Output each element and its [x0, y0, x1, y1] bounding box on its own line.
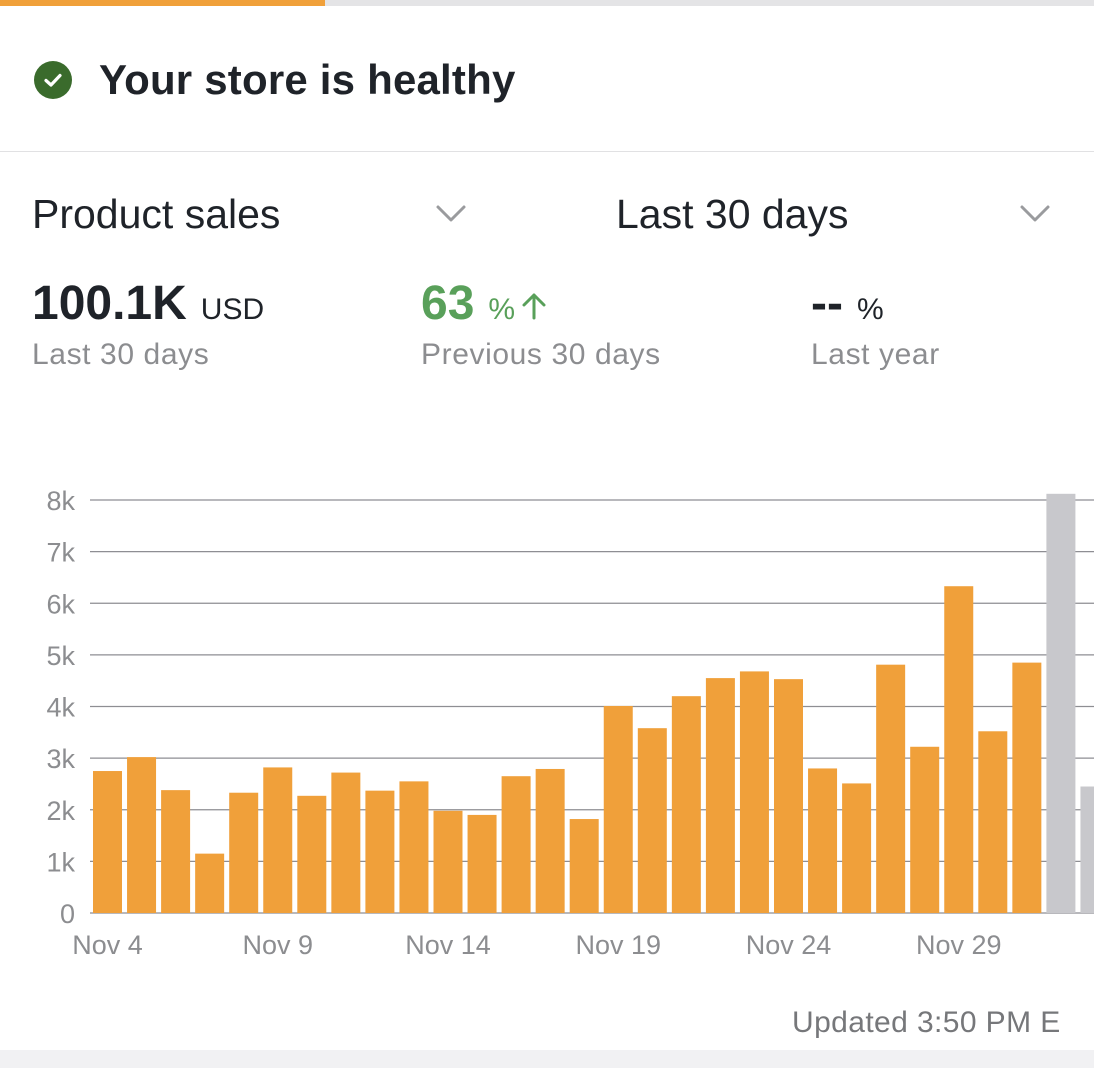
period-selector[interactable]: Last 30 days — [616, 188, 849, 240]
y-tick-label: 3k — [46, 744, 75, 774]
bottom-bar — [0, 1050, 1094, 1068]
chevron-down-icon[interactable] — [433, 196, 469, 232]
bar[interactable] — [127, 757, 157, 913]
x-tick-label: Nov 4 — [72, 930, 143, 960]
arrow-up-icon — [522, 293, 546, 320]
y-tick-label: 8k — [46, 486, 75, 516]
bar[interactable] — [808, 768, 838, 913]
bar[interactable] — [705, 678, 735, 913]
metric-previous-period: 63 % Previous 30 days — [421, 276, 661, 372]
bar[interactable] — [671, 696, 701, 913]
store-health-title: Your store is healthy — [99, 56, 516, 103]
x-tick-label: Nov 19 — [575, 930, 661, 960]
check-circle-icon — [34, 61, 72, 99]
store-health-banner: Your store is healthy — [34, 56, 516, 104]
bar[interactable] — [229, 792, 259, 913]
bar[interactable] — [161, 790, 191, 913]
bar[interactable] — [978, 731, 1008, 913]
last-year-caption: Last year — [811, 338, 940, 371]
previous-period-caption: Previous 30 days — [421, 338, 661, 371]
divider — [0, 151, 1094, 152]
x-tick-label: Nov 24 — [746, 930, 832, 960]
y-tick-label: 0 — [60, 899, 75, 929]
bar[interactable] — [263, 767, 293, 913]
bar[interactable] — [1012, 662, 1042, 913]
bar[interactable] — [467, 814, 497, 913]
x-tick-label: Nov 14 — [405, 930, 491, 960]
total-sales-caption: Last 30 days — [32, 338, 210, 371]
progress-fill — [0, 0, 325, 6]
bar[interactable] — [842, 783, 872, 913]
total-sales-unit: USD — [200, 293, 265, 326]
bar[interactable] — [365, 790, 395, 913]
bar[interactable] — [501, 776, 531, 913]
period-selector-label: Last 30 days — [616, 190, 849, 237]
bar[interactable] — [535, 768, 565, 913]
bar[interactable] — [944, 586, 974, 913]
x-tick-label: Nov 9 — [242, 930, 313, 960]
bar[interactable] — [603, 705, 633, 913]
bar[interactable] — [637, 728, 667, 913]
bar[interactable] — [910, 746, 940, 913]
metric-total-sales: 100.1K USD Last 30 days — [32, 276, 264, 372]
previous-period-value: 63 — [421, 277, 475, 330]
bar[interactable] — [774, 679, 803, 913]
updated-timestamp: Updated 3:50 PM E — [792, 1006, 1061, 1039]
y-tick-label: 1k — [46, 847, 75, 877]
y-tick-label: 4k — [46, 693, 75, 723]
last-year-unit: % — [856, 293, 884, 326]
bar[interactable] — [739, 671, 769, 913]
bar[interactable] — [876, 664, 906, 913]
metric-selector-label: Product sales — [32, 190, 281, 237]
bar[interactable] — [399, 781, 429, 913]
y-tick-label: 2k — [46, 796, 75, 826]
y-tick-label: 5k — [46, 641, 75, 671]
bar[interactable] — [331, 772, 361, 913]
sales-bar-chart: 0 1k 2k 3k 4k 5k 6k 7k 8k Nov 4 Nov 9 Nov 14 Nov 19 N… — [46, 486, 1094, 960]
previous-period-unit: % — [488, 293, 516, 326]
bar[interactable] — [1046, 493, 1076, 913]
bar[interactable] — [569, 819, 599, 913]
metric-selector[interactable]: Product sales — [32, 188, 280, 240]
bar[interactable] — [297, 795, 327, 913]
total-sales-value: 100.1K — [32, 277, 187, 330]
bar[interactable] — [433, 810, 463, 913]
bar[interactable] — [195, 853, 225, 913]
y-tick-label: 7k — [46, 538, 75, 568]
x-tick-label: Nov 29 — [916, 930, 1002, 960]
chevron-down-icon[interactable] — [1017, 196, 1053, 232]
metric-last-year: -- % Last year — [811, 276, 940, 372]
progress-track — [0, 0, 1094, 6]
bar[interactable] — [93, 771, 122, 913]
y-tick-label: 6k — [46, 589, 75, 619]
last-year-value: -- — [811, 277, 843, 330]
bar[interactable] — [1080, 786, 1094, 913]
